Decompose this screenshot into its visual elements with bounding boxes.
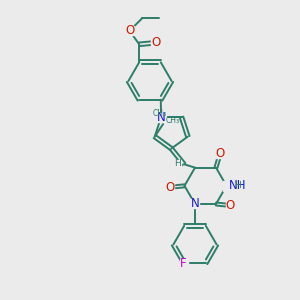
Text: NH: NH [229,179,246,192]
Text: F: F [179,257,186,270]
Bar [234,181,242,189]
Text: H: H [235,181,241,190]
Text: O: O [226,199,235,212]
Bar [173,160,181,167]
Text: O: O [166,181,175,194]
Text: N: N [157,111,165,124]
Text: H: H [174,159,181,168]
Text: O: O [151,36,160,49]
Bar [157,112,166,122]
Text: N: N [190,197,200,211]
Bar [226,201,235,210]
Text: CH₃: CH₃ [152,109,167,118]
Bar [151,38,160,48]
Text: CH₃: CH₃ [166,116,180,125]
Bar [190,200,200,208]
Bar [166,183,174,192]
Bar [216,149,224,158]
Bar [223,181,237,190]
Bar [125,26,134,35]
Text: O: O [216,147,225,160]
Bar [180,259,188,268]
Text: O: O [125,24,134,37]
